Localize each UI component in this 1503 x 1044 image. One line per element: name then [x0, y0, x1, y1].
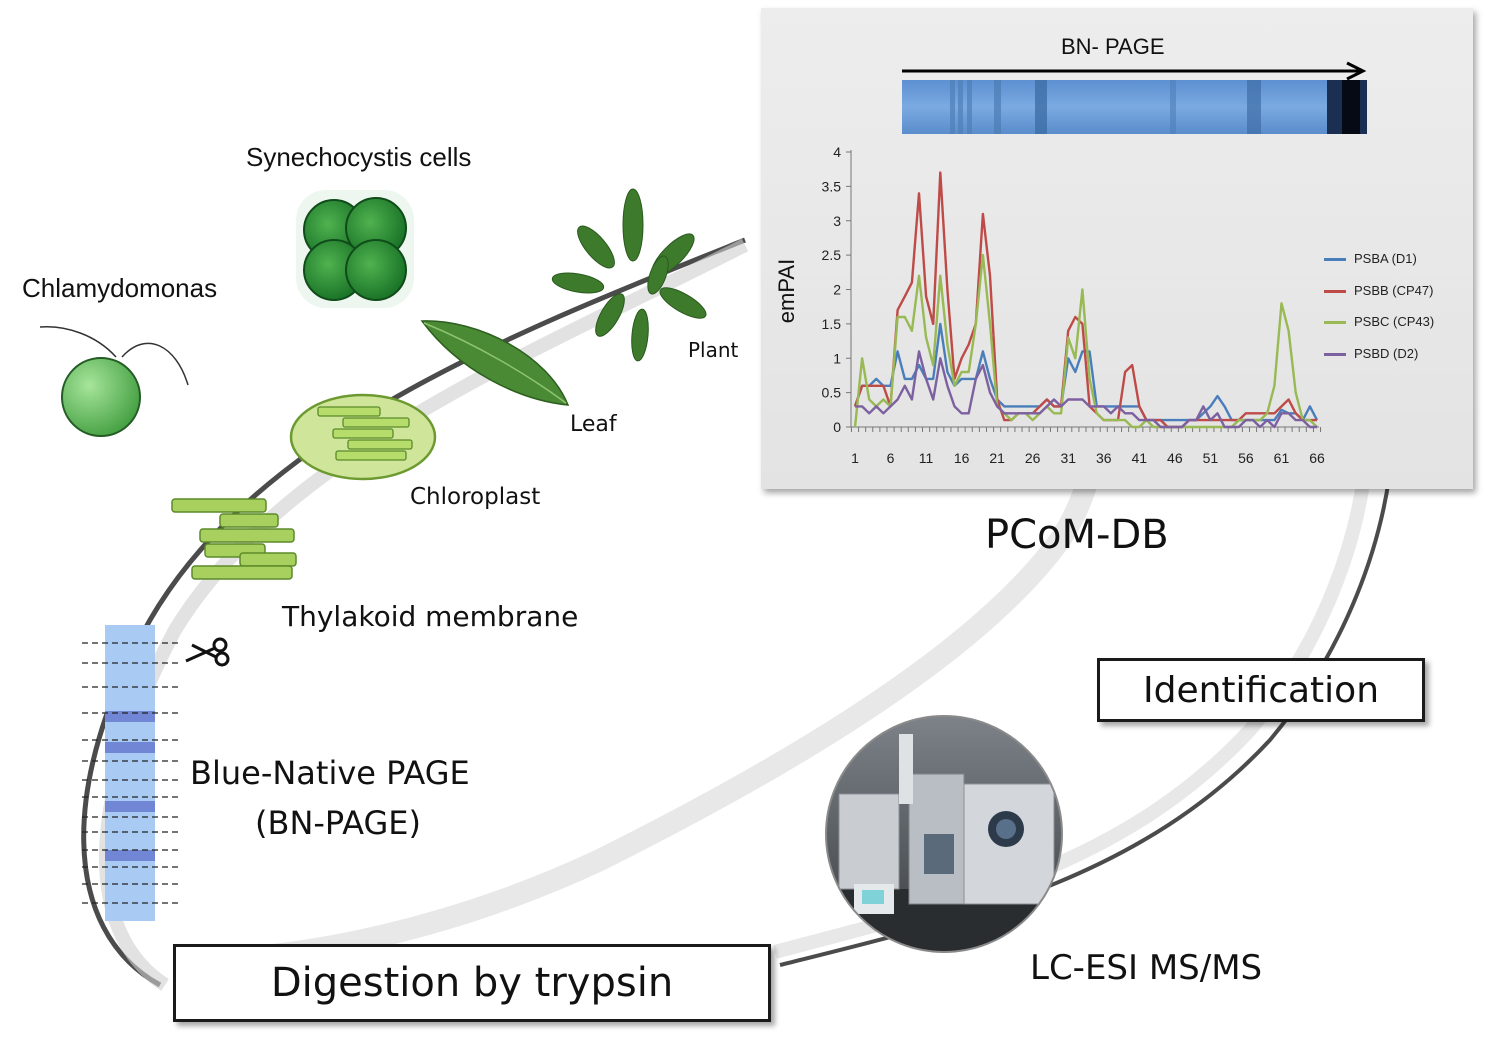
x-tick-label: 26: [1025, 450, 1041, 466]
identification-box: Identification: [1097, 658, 1425, 722]
legend-swatch: [1324, 258, 1346, 262]
legend-item-psbd: PSBD (D2): [1324, 346, 1418, 361]
legend-label: PSBB (CP47): [1354, 283, 1434, 298]
x-tick-label: 66: [1309, 450, 1325, 466]
y-tick-label: 2.5: [822, 247, 842, 263]
chart-series-lines: [853, 171, 1319, 429]
x-tick-label: 46: [1167, 450, 1183, 466]
x-tick-label: 56: [1238, 450, 1254, 466]
leaf-image: [420, 320, 570, 406]
pcom-db-label: PCoM-DB: [985, 512, 1169, 558]
x-tick-label: 51: [1203, 450, 1219, 466]
digestion-box: Digestion by trypsin: [173, 944, 771, 1022]
bn-page-label-line2: (BN-PAGE): [255, 804, 421, 842]
legend-item-psbc: PSBC (CP43): [1324, 314, 1434, 329]
y-tick-label: 1.5: [822, 316, 842, 332]
y-tick-label: 0: [833, 419, 841, 435]
thylakoid-label: Thylakoid membrane: [282, 600, 579, 633]
chlamydomonas-label: Chlamydomonas: [22, 273, 218, 303]
legend-label: PSBC (CP43): [1354, 314, 1435, 329]
series-line-2: [853, 171, 1317, 429]
y-tick-label: 2: [833, 282, 841, 298]
chloroplast-label: Chloroplast: [410, 484, 541, 510]
plant-image: [551, 188, 707, 362]
legend-item-psbb: PSBB (CP47): [1324, 283, 1433, 298]
bn-page-gel-lane: [82, 625, 178, 921]
y-tick-label: 4: [833, 144, 841, 160]
bn-page-gel-strip: [902, 80, 1367, 134]
lc-ms-instrument-photo: [825, 715, 1063, 953]
x-tick-label: 41: [1132, 450, 1148, 466]
y-tick-label: 0.5: [822, 385, 842, 401]
x-tick-label: 1: [851, 450, 859, 466]
gel-title: BN- PAGE: [1061, 34, 1165, 59]
y-tick-label: 1: [833, 350, 841, 366]
series-line-4: [855, 350, 1317, 429]
chloroplast-image: [289, 393, 437, 481]
y-tick-label: 3: [833, 213, 841, 229]
legend-swatch: [1324, 353, 1346, 357]
plant-label: Plant: [688, 338, 739, 362]
synechocystis-cells-image: [296, 190, 414, 308]
lc-esi-label: LC-ESI MS/MS: [1030, 948, 1263, 988]
y-tick-label: 3.5: [822, 178, 842, 194]
legend-swatch: [1324, 290, 1346, 294]
legend-item-psba: PSBA (D1): [1324, 251, 1417, 266]
gel-direction-arrow: [902, 61, 1367, 80]
x-tick-label: 11: [919, 450, 934, 466]
empai-line-chart: 00.511.522.533.54 1 6 11 16 21 26 31 36 41 46 51 56…: [774, 144, 1325, 466]
x-tick-label: 21: [989, 450, 1005, 466]
x-tick-label: 6: [887, 450, 895, 466]
y-tick-labels: 0 0.5 1 1.5 2 2.5 3 3.5 4: [822, 144, 842, 435]
x-tick-label: 36: [1096, 450, 1112, 466]
bn-page-label-line1: Blue-Native PAGE: [190, 754, 470, 792]
legend-label: PSBA (D1): [1354, 251, 1417, 266]
x-tick-labels: 1 6 11 16 21 26 31 36 41 46 51 56 61 66: [851, 450, 1325, 466]
scissors-icon: [185, 637, 230, 667]
thylakoid-membrane-image: [171, 498, 297, 580]
synechocystis-label: Synechocystis cells: [246, 142, 472, 172]
series-line-3: [853, 253, 1318, 429]
x-tick-label: 61: [1274, 450, 1290, 466]
leaf-label: Leaf: [570, 412, 617, 437]
chlamydomonas-image: [39, 326, 189, 437]
legend-label: PSBD (D2): [1354, 346, 1419, 361]
legend-swatch: [1324, 321, 1346, 325]
x-tick-label: 31: [1060, 450, 1076, 466]
x-tick-label: 16: [954, 450, 970, 466]
y-axis-label: emPAI: [774, 259, 799, 323]
